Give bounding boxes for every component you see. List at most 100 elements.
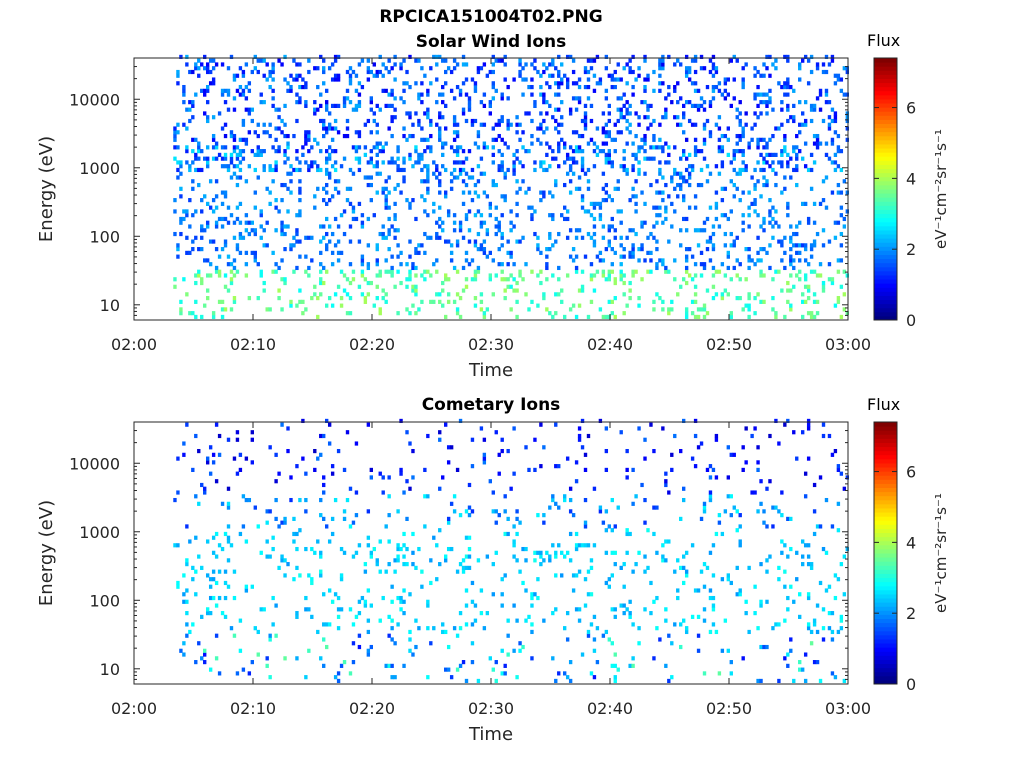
data-cell — [545, 265, 549, 271]
data-cell — [673, 84, 677, 90]
data-cell — [241, 88, 246, 93]
data-cell — [521, 277, 525, 282]
data-cell — [521, 644, 525, 650]
data-cell — [319, 239, 323, 244]
data-cell — [827, 262, 832, 267]
data-cell — [500, 137, 504, 142]
data-cell — [214, 269, 219, 274]
data-cell — [676, 58, 680, 63]
data-cell — [330, 77, 335, 82]
data-cell — [515, 280, 519, 286]
data-cell — [351, 171, 356, 176]
data-cell — [390, 618, 394, 623]
data-cell — [554, 464, 558, 469]
data-cell — [435, 164, 439, 169]
data-cell — [765, 569, 769, 574]
colorbar-segment — [874, 246, 897, 251]
data-cell — [783, 186, 787, 191]
data-cell — [515, 149, 519, 154]
data-cell — [598, 201, 603, 206]
data-cell — [515, 190, 519, 195]
data-cell — [574, 607, 579, 612]
data-cell — [319, 92, 323, 97]
data-cell — [173, 198, 177, 203]
data-cell — [568, 558, 573, 563]
data-cell — [801, 562, 805, 567]
data-cell — [586, 186, 591, 191]
data-cell — [533, 66, 537, 71]
data-cell — [292, 243, 296, 248]
data-cell — [789, 156, 793, 161]
data-cell — [435, 235, 439, 240]
data-cell — [601, 111, 606, 116]
data-cell — [205, 201, 210, 206]
data-cell — [205, 258, 210, 263]
data-cell — [649, 611, 653, 616]
data-cell — [693, 299, 698, 304]
data-cell — [414, 160, 418, 165]
data-cell — [789, 235, 793, 240]
data-cell — [554, 156, 558, 161]
data-cell — [518, 137, 522, 142]
data-cell — [762, 182, 766, 188]
data-cell — [351, 209, 356, 214]
data-cell — [176, 69, 180, 75]
data-cell — [191, 69, 195, 75]
data-cell — [476, 247, 481, 252]
data-cell — [330, 531, 335, 537]
data-cell — [610, 299, 614, 304]
data-cell — [640, 482, 644, 488]
data-cell — [830, 611, 835, 616]
data-cell — [521, 66, 525, 71]
data-cell — [301, 77, 305, 82]
data-cell — [191, 622, 195, 627]
data-cell — [289, 475, 293, 480]
data-cell — [554, 311, 558, 316]
data-cell — [830, 160, 835, 165]
data-cell — [684, 269, 689, 274]
data-cell — [818, 88, 823, 93]
data-cell — [702, 607, 707, 612]
colorbar-segment — [874, 291, 897, 296]
data-cell — [473, 239, 478, 244]
data-cell — [696, 107, 701, 112]
data-cell — [655, 145, 659, 150]
data-cell — [783, 314, 787, 320]
data-cell — [524, 588, 528, 593]
data-cell — [319, 292, 323, 297]
data-cell — [667, 194, 671, 199]
data-cell — [565, 54, 570, 60]
data-cell — [244, 250, 249, 255]
data-cell — [485, 554, 490, 559]
data-cell — [595, 81, 600, 86]
data-cell — [188, 69, 192, 75]
colorbar-segment — [874, 499, 897, 505]
data-cell — [548, 190, 552, 195]
data-cell — [274, 126, 278, 131]
data-cell — [402, 611, 406, 616]
data-cell — [342, 550, 347, 555]
data-cell — [473, 269, 478, 274]
data-cell — [806, 456, 811, 461]
data-cell — [836, 190, 841, 195]
data-cell — [515, 288, 519, 293]
data-cell — [348, 100, 353, 105]
x-axis-label: Time — [468, 724, 513, 745]
data-cell — [179, 220, 183, 225]
data-cell — [366, 182, 371, 188]
data-cell — [789, 175, 793, 180]
data-cell — [399, 62, 403, 67]
data-cell — [336, 671, 341, 676]
data-cell — [194, 167, 198, 173]
data-cell — [357, 130, 362, 135]
data-cell — [381, 145, 385, 150]
data-cell — [595, 626, 600, 631]
data-cell — [205, 66, 210, 71]
data-cell — [661, 220, 665, 225]
data-cell — [515, 618, 519, 623]
data-cell — [518, 122, 522, 127]
data-cell — [836, 145, 841, 150]
data-cell — [298, 288, 302, 293]
data-cell — [342, 156, 347, 161]
